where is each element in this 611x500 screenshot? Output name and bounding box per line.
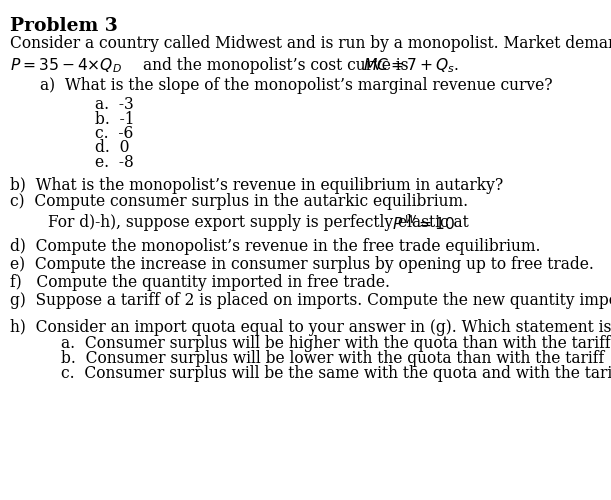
Text: b.  Consumer surplus will be lower with the quota than with the tariff: b. Consumer surplus will be lower with t…: [61, 350, 604, 367]
Text: b.  -1: b. -1: [95, 110, 134, 128]
Text: Problem 3: Problem 3: [10, 17, 118, 35]
Text: e.  -8: e. -8: [95, 154, 133, 171]
Text: d)  Compute the monopolist’s revenue in the free trade equilibrium.: d) Compute the monopolist’s revenue in t…: [10, 238, 540, 255]
Text: g)  Suppose a tariff of 2 is placed on imports. Compute the new quantity importe: g) Suppose a tariff of 2 is placed on im…: [10, 292, 611, 309]
Text: h)  Consider an import quota equal to your answer in (g). Which statement is mos: h) Consider an import quota equal to you…: [10, 318, 611, 336]
Text: b)  What is the monopolist’s revenue in equilibrium in autarky?: b) What is the monopolist’s revenue in e…: [10, 178, 503, 194]
Text: f)   Compute the quantity imported in free trade.: f) Compute the quantity imported in free…: [10, 274, 390, 291]
Text: For d)-h), suppose export supply is perfectly elastic at: For d)-h), suppose export supply is perf…: [48, 214, 474, 231]
Text: a)  What is the slope of the monopolist’s marginal revenue curve?: a) What is the slope of the monopolist’s…: [40, 78, 552, 94]
Text: $P^{\,W} = 10$: $P^{\,W} = 10$: [392, 214, 455, 233]
Text: a.  -3: a. -3: [95, 96, 133, 113]
Text: c)  Compute consumer surplus in the autarkic equilibrium.: c) Compute consumer surplus in the autar…: [10, 194, 468, 210]
Text: e)  Compute the increase in consumer surplus by opening up to free trade.: e) Compute the increase in consumer surp…: [10, 256, 594, 273]
Text: a.  Consumer surplus will be higher with the quota than with the tariff: a. Consumer surplus will be higher with …: [61, 335, 611, 352]
Text: c.  -6: c. -6: [95, 125, 133, 142]
Text: Consider a country called Midwest and is run by a monopolist. Market demand is: Consider a country called Midwest and is…: [10, 35, 611, 52]
Text: c.  Consumer surplus will be the same with the quota and with the tariff: c. Consumer surplus will be the same wit…: [61, 365, 611, 382]
Text: $MC = 7 + Q_s.$: $MC = 7 + Q_s.$: [363, 56, 459, 75]
Text: and the monopolist’s cost curve is: and the monopolist’s cost curve is: [143, 56, 409, 74]
Text: d.  0: d. 0: [95, 140, 129, 156]
Text: $P = 35 - 4{\times}Q_D$: $P = 35 - 4{\times}Q_D$: [10, 56, 122, 75]
